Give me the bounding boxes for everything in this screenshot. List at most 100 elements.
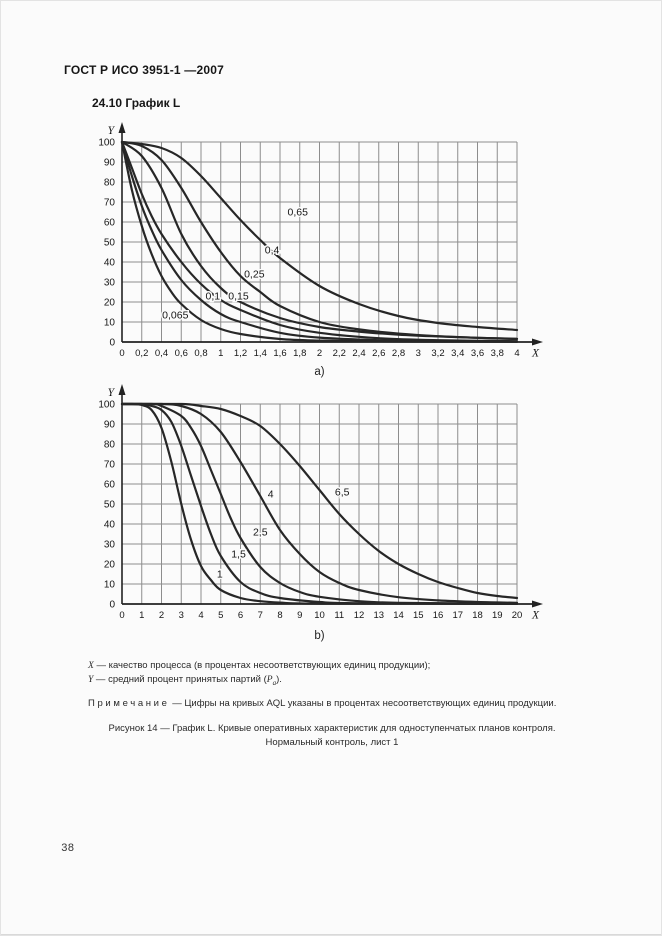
x-tick-label: 15	[413, 610, 424, 621]
axis-legend: X — качество процесса (в процентах несоо…	[88, 659, 608, 690]
legend-line-y: Y — средний процент принятых партий (Pa)…	[88, 673, 608, 690]
y-tick-label: 60	[104, 480, 116, 491]
note: Примечание — Цифры на кривых AQL указаны…	[88, 697, 608, 710]
x-tick-label: 3	[416, 348, 421, 359]
y-axis-arrow-icon	[118, 384, 126, 395]
oc-chart-b: 11,52,54 6,50 1 2 3 4 5 6 7 8 9 10 11 12 13 14 15 16 17 18 1…	[98, 384, 543, 622]
x-axis-arrow-icon	[532, 338, 543, 346]
oc-curve-4	[120, 402, 519, 604]
x-tick-label: 16	[433, 610, 444, 621]
x-tick-label: 3,6	[471, 348, 484, 359]
x-tick-label: 1,2	[234, 348, 247, 359]
y-axis-arrow-icon	[118, 122, 126, 133]
x-tick-label: 1,4	[254, 348, 267, 359]
x-tick-label: 0,2	[135, 348, 148, 359]
y-axis-label: Y	[108, 125, 116, 137]
legend-y-sub: a	[272, 678, 277, 687]
y-tick-label: 50	[104, 500, 116, 511]
page-number: 38	[61, 843, 75, 855]
x-tick-label: 13	[373, 610, 384, 621]
x-tick-label: 1	[139, 610, 144, 621]
x-tick-label: 1,6	[273, 348, 286, 359]
curve-label-4: 4	[268, 489, 274, 501]
oc-curve-0,065	[120, 140, 519, 343]
oc-curve-0,15	[120, 140, 519, 343]
x-tick-label: 0	[119, 610, 124, 621]
x-tick-label: 3	[179, 610, 184, 621]
y-tick-label: 10	[104, 580, 116, 591]
y-tick-label: 90	[104, 158, 116, 169]
curve-label-1,5: 1,5	[231, 549, 246, 561]
y-tick-label: 20	[104, 298, 116, 309]
y-tick-label: 80	[104, 178, 116, 189]
x-tick-label: 5	[218, 610, 223, 621]
x-tick-label: 6	[238, 610, 243, 621]
x-tick-label: 18	[472, 610, 483, 621]
curve-label-1: 1	[217, 569, 223, 581]
x-tick-label: 7	[258, 610, 263, 621]
x-tick-label: 2	[159, 610, 164, 621]
curve-label-6,5: 6,5	[335, 487, 350, 499]
x-tick-label: 2,4	[352, 348, 365, 359]
curve-label-0,25: 0,25	[244, 269, 265, 281]
legend-y-text: — средний процент принятых партий (	[93, 674, 267, 685]
x-tick-label: 0,6	[175, 348, 188, 359]
y-tick-label: 100	[98, 400, 115, 411]
curve-label-0,65: 0,65	[288, 207, 309, 219]
caption-line-1: Рисунок 14 — График L. Кривые оперативны…	[108, 723, 556, 734]
x-tick-label: 0,8	[194, 348, 207, 359]
x-tick-label: 0	[119, 348, 124, 359]
oc-curve-1	[120, 402, 519, 605]
x-tick-label: 9	[297, 610, 302, 621]
y-tick-label: 40	[104, 520, 116, 531]
figure-caption: Рисунок 14 — График L. Кривые оперативны…	[64, 722, 600, 750]
y-tick-label: 70	[104, 460, 116, 471]
curve-label-2,5: 2,5	[253, 527, 268, 539]
x-tick-label: 3,4	[451, 348, 464, 359]
x-tick-label: 2,2	[333, 348, 346, 359]
x-tick-label: 8	[277, 610, 282, 621]
y-tick-label: 30	[104, 540, 116, 551]
y-axis-label: Y	[108, 387, 116, 399]
x-tick-label: 20	[512, 610, 523, 621]
x-tick-label: 1	[218, 348, 223, 359]
x-axis-arrow-icon	[532, 600, 543, 608]
note-label: Примечание	[88, 698, 170, 709]
y-tick-label: 90	[104, 420, 116, 431]
y-tick-label: 100	[98, 138, 115, 149]
x-tick-label: 3,8	[491, 348, 504, 359]
y-tick-label: 50	[104, 238, 116, 249]
chart-a-sublabel: a)	[314, 366, 325, 378]
x-tick-label: 17	[452, 610, 463, 621]
document-header: ГОСТ Р ИСО 3951-1 —2007	[64, 63, 225, 77]
curve-label-0,065: 0,065	[162, 310, 188, 322]
section-title: 24.10 График L	[92, 96, 181, 110]
x-tick-label: 3,2	[431, 348, 444, 359]
curve-label-0,1: 0,1	[206, 291, 221, 303]
x-tick-label: 4	[198, 610, 203, 621]
y-tick-label: 70	[104, 198, 116, 209]
note-text: — Цифры на кривых AQL указаны в процента…	[169, 698, 557, 709]
curve-label-0,4: 0,4	[265, 245, 280, 257]
y-tick-label: 20	[104, 560, 116, 571]
y-tick-label: 40	[104, 258, 116, 269]
x-tick-label: 0,4	[155, 348, 168, 359]
oc-curve-0,65	[120, 140, 519, 332]
y-tick-label: 30	[104, 278, 116, 289]
x-tick-label: 14	[393, 610, 404, 621]
oc-curve-0,1	[120, 140, 519, 343]
y-tick-label: 80	[104, 440, 116, 451]
chart-b-sublabel: b)	[314, 630, 325, 642]
x-tick-label: 2,8	[392, 348, 405, 359]
oc-curve-1,5	[120, 402, 519, 605]
oc-curve-2,5	[120, 402, 519, 605]
oc-curve-6,5	[120, 402, 519, 600]
legend-y-var: P	[266, 675, 273, 685]
x-tick-label: 12	[354, 610, 365, 621]
caption-line-2: Нормальный контроль, лист 1	[265, 737, 399, 748]
legend-x-symbol: X	[88, 661, 94, 671]
legend-line-x: X — качество процесса (в процентах несоо…	[88, 659, 608, 673]
y-tick-label: 0	[109, 338, 115, 349]
